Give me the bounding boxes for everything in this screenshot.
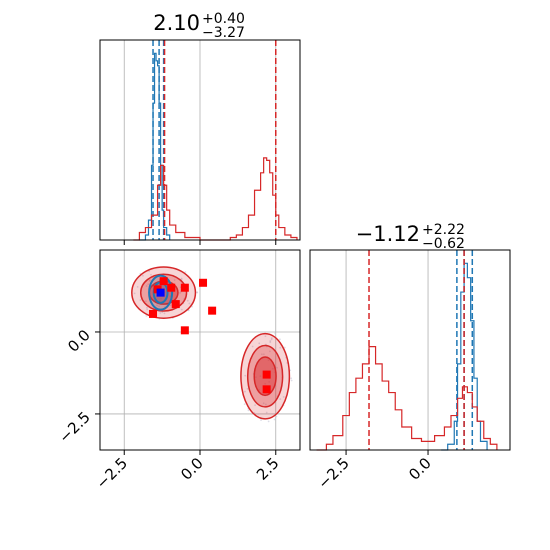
x-tick-label: −2.5 — [93, 454, 131, 492]
marker-red — [180, 283, 189, 292]
scatter-point — [139, 299, 142, 301]
marker-blue — [156, 288, 165, 297]
title-main: −1.12 — [356, 222, 420, 246]
marginal-histogram-top — [99, 39, 301, 245]
scatter-point — [282, 396, 285, 398]
x-tick-label: 2.5 — [253, 454, 283, 484]
scatter-point — [264, 382, 267, 385]
scatter-point — [267, 420, 270, 423]
scatter-point — [158, 305, 160, 308]
scatter-point — [260, 353, 263, 356]
scatter-point — [186, 299, 189, 302]
scatter-point — [251, 345, 254, 348]
marker-red — [159, 277, 168, 286]
scatter-point — [279, 398, 282, 400]
scatter-point — [244, 390, 246, 393]
scatter-point — [275, 415, 278, 418]
scatter-point — [265, 411, 268, 414]
scatter-point — [254, 376, 257, 379]
scatter-point — [262, 402, 265, 405]
scatter-point — [247, 409, 250, 412]
title-main: 2.10 — [153, 11, 200, 35]
histogram-series — [316, 346, 498, 451]
scatter-point — [145, 285, 148, 287]
title-sup: +0.40 — [202, 11, 245, 27]
scatter-point — [163, 312, 166, 315]
scatter-point — [146, 306, 148, 309]
scatter-point — [257, 413, 260, 415]
scatter-point — [290, 379, 293, 382]
histogram-series — [133, 157, 298, 241]
y-tick-label: −2.5 — [55, 408, 93, 446]
scatter-point — [180, 278, 183, 281]
scatter-point — [142, 274, 144, 277]
scatter-point — [258, 342, 261, 345]
scatter-point — [258, 388, 261, 391]
title-sup: +2.22 — [422, 222, 465, 238]
scatter-point — [145, 314, 148, 317]
scatter-point — [179, 292, 181, 294]
scatter-point — [270, 337, 273, 340]
scatter-point — [244, 374, 247, 377]
scatter-point — [184, 271, 187, 273]
marginal-histogram-right: −2.5 0.0 — [309, 249, 511, 493]
scatter-point — [169, 304, 172, 307]
title-right-marginal: −1.12 +2.22 −0.62 — [356, 222, 465, 252]
scatter-point — [160, 297, 162, 300]
x-tick-label: −2.5 — [314, 454, 352, 492]
scatter-point — [259, 375, 262, 378]
title-sub: −3.27 — [202, 25, 245, 41]
scatter-point — [279, 338, 281, 341]
scatter-point — [159, 312, 162, 314]
scatter-point — [283, 346, 286, 349]
marker-red — [199, 278, 208, 287]
scatter-point — [276, 366, 278, 369]
scatter-point — [243, 403, 246, 406]
marker-red — [180, 326, 189, 335]
scatter-point — [270, 338, 273, 341]
x-tick-label: 0.0 — [405, 454, 435, 484]
scatter-point — [133, 292, 136, 295]
scatter-point — [268, 380, 271, 383]
scatter-point — [150, 273, 152, 276]
scatter-point — [161, 311, 164, 314]
joint-scatter-contour: −2.5 0.0 2.5 −2.5 0.0 — [55, 249, 301, 493]
scatter-point — [254, 404, 256, 407]
marker-red — [149, 309, 158, 318]
marker-red — [262, 385, 271, 394]
scatter-point — [173, 279, 176, 281]
scatter-point — [260, 419, 262, 421]
axes-frame — [309, 249, 511, 451]
scatter-point — [290, 377, 293, 380]
scatter-point — [196, 291, 198, 294]
scatter-point — [156, 304, 159, 307]
scatter-point — [262, 353, 265, 356]
marker-red — [171, 300, 180, 309]
scatter-point — [264, 403, 267, 406]
title-sub: −0.62 — [422, 236, 465, 252]
y-tick-label: 0.0 — [64, 326, 94, 356]
scatter-point — [271, 367, 274, 370]
scatter-point — [145, 300, 147, 303]
title-top-marginal: 2.10 +0.40 −3.27 — [153, 11, 245, 41]
scatter-point — [136, 285, 139, 288]
scatter-point — [149, 279, 151, 282]
scatter-point — [188, 302, 191, 305]
scatter-point — [267, 359, 270, 362]
scatter-point — [279, 346, 282, 349]
x-tick-label: 0.0 — [177, 454, 207, 484]
scatter-point — [274, 332, 276, 335]
marker-red — [208, 306, 217, 315]
scatter-point — [147, 283, 150, 286]
scatter-point — [180, 308, 183, 311]
scatter-point — [246, 387, 249, 390]
marker-red — [167, 283, 176, 292]
scatter-point — [273, 418, 276, 421]
scatter-point — [146, 308, 149, 311]
scatter-point — [268, 350, 271, 353]
scatter-point — [269, 340, 272, 342]
scatter-point — [264, 335, 267, 338]
marker-red — [262, 370, 271, 379]
